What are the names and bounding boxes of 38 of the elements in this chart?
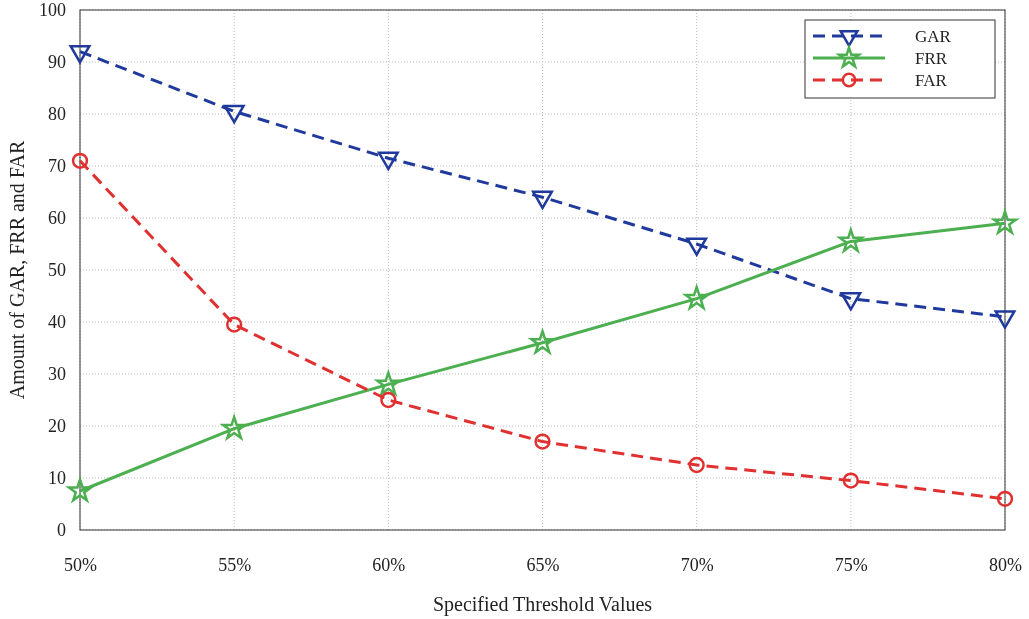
x-tick-label: 60% [372,554,406,575]
y-tick-label: 70 [48,156,66,177]
x-tick-label: 55% [218,554,252,575]
x-tick-label: 70% [680,554,714,575]
y-tick-label: 20 [48,416,66,437]
y-tick-label: 10 [48,468,66,489]
x-tick-label: 50% [64,554,97,575]
point [226,316,243,333]
legend-label: FRR [915,49,948,68]
point [69,44,91,64]
x-tick-label: 65% [526,554,560,575]
point [688,456,705,474]
point [531,190,554,210]
y-axis-title: Amount of GAR, FRR and FAR [6,140,28,400]
y-tick-label: 30 [48,364,66,385]
point [223,104,245,124]
y-tick-label: 40 [48,312,66,333]
point [996,490,1014,507]
x-tick-label: 75% [834,554,868,575]
point [65,476,95,504]
legend-label: FAR [915,71,948,90]
point [842,472,859,489]
point [686,237,708,256]
point [380,391,397,409]
point [219,413,248,442]
y-tick-label: 60 [48,208,66,229]
y-tick-label: 0 [57,520,66,541]
point [840,291,862,311]
point [534,433,551,450]
point [682,283,710,312]
y-tick-label: 80 [48,104,66,125]
y-tick-label: 90 [48,52,66,73]
point [377,151,399,171]
y-tick-label: 100 [39,0,66,21]
x-tick-label: 80% [989,554,1022,575]
x-axis-title: Specified Threshold Values [432,593,653,616]
legend-label: GAR [915,27,952,46]
y-tick-label: 50 [48,260,66,281]
